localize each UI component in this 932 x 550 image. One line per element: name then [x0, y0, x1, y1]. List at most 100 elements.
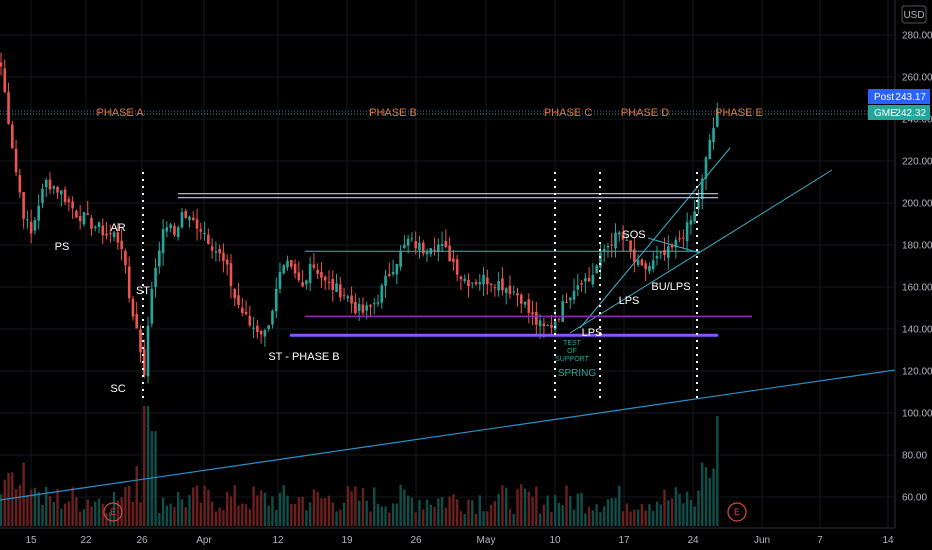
volume-bar: [14, 488, 18, 526]
candle-body: [259, 330, 263, 335]
volume-bar: [248, 509, 252, 526]
candle-body: [565, 302, 568, 304]
volume-bar: [644, 510, 647, 526]
volume-bar: [403, 489, 406, 526]
volume-bar: [553, 495, 557, 526]
x-tick-label: Jun: [754, 535, 770, 546]
candle-body: [493, 287, 497, 289]
candle-body: [568, 297, 572, 301]
candle-body: [233, 289, 237, 299]
volume-bar: [56, 489, 59, 526]
candle-body: [184, 211, 188, 218]
candle-body: [391, 271, 395, 275]
volume-bar: [482, 511, 485, 526]
volume-bar: [429, 504, 432, 526]
x-tick-label: 22: [80, 535, 92, 546]
volume-bar: [105, 513, 108, 526]
candle-body: [218, 249, 221, 254]
volume-bar: [599, 512, 602, 526]
volume-bar: [286, 495, 289, 526]
volume-bar: [267, 505, 270, 526]
volume-bar: [259, 490, 263, 526]
volume-bar: [312, 489, 316, 526]
volume-bar: [82, 509, 86, 526]
candle-body: [60, 190, 63, 195]
candle-body: [56, 186, 59, 193]
grid-lines: [0, 0, 895, 528]
volume-bar: [406, 495, 410, 526]
volume-bar: [222, 509, 225, 526]
volume-bar: [97, 498, 101, 526]
candle-body: [150, 288, 154, 324]
volume-bar: [716, 416, 719, 526]
candle-body: [161, 229, 165, 254]
volume-bar: [474, 513, 478, 526]
candle-body: [440, 243, 444, 246]
volume-bar: [241, 503, 244, 526]
annotation-label: LPS: [619, 295, 640, 307]
annotation-labels: PHASE A PHASE B PHASE C PHASE D PHASE E PS AR S…: [55, 107, 763, 522]
volume-bar: [414, 512, 417, 526]
candle-body: [240, 307, 244, 313]
candle-body: [418, 242, 421, 251]
volume-bar: [587, 506, 591, 526]
volume-bar: [60, 508, 63, 526]
annotation-label: LPS: [582, 327, 603, 339]
candle-body: [63, 189, 67, 203]
volume-bar: [504, 487, 508, 526]
volume-bar: [448, 496, 451, 526]
candle-body: [301, 282, 304, 287]
candle-body: [519, 294, 523, 304]
volume-bar: [678, 493, 681, 526]
candle-body: [553, 321, 557, 330]
candle-body: [365, 305, 368, 311]
volume-bar: [486, 511, 489, 526]
candle-body: [388, 274, 391, 277]
y-axis: USD 60.00 80.00 100.00 120.00 140.00 160.00 180…: [894, 0, 932, 550]
volume-bar: [199, 502, 203, 526]
candle-body: [538, 320, 542, 327]
candle-body: [361, 304, 365, 313]
candle-body: [14, 148, 18, 173]
volume-bar: [48, 496, 52, 526]
volume-bar: [670, 498, 674, 526]
volume-bar: [18, 484, 22, 526]
volume-bar: [663, 489, 666, 526]
candle-body: [557, 318, 561, 320]
candle-body: [516, 293, 519, 296]
candle-body: [644, 263, 647, 270]
volume-bar: [701, 462, 704, 526]
volume-bar: [569, 496, 572, 526]
volume-bar: [708, 477, 711, 526]
price-badge-value: 243.17: [895, 92, 926, 103]
volume-bar: [565, 485, 568, 526]
volume-bar: [640, 504, 644, 526]
candle-body: [595, 265, 598, 274]
volume-bar: [478, 495, 481, 526]
candle-body: [444, 240, 448, 247]
candle-body: [195, 219, 199, 229]
volume-bar: [652, 510, 655, 526]
volume-bar: [422, 509, 425, 526]
candle-body: [29, 221, 33, 234]
candle-body: [207, 234, 210, 244]
volume-bar: [418, 500, 421, 526]
volume-bar: [576, 493, 580, 526]
volume-bar: [169, 503, 172, 526]
x-axis: 15 22 26 Apr 12 19 26 May 10 17 24 Jun 7 14: [0, 527, 895, 546]
y-tick-label: 280.00: [902, 31, 932, 42]
candle-body: [542, 323, 546, 327]
candle-body: [354, 302, 357, 314]
annotation-label: ST - PHASE B: [268, 351, 339, 363]
volume-bar: [226, 492, 229, 526]
earnings-marker-label: E: [734, 507, 740, 517]
earnings-marker-label: E: [110, 507, 116, 517]
candle-body: [531, 312, 534, 315]
y-tick-label: 180.00: [902, 241, 932, 252]
volume-bar: [625, 503, 629, 526]
candle-body: [312, 264, 316, 268]
candle-body: [508, 285, 512, 295]
volume-bar: [350, 491, 353, 526]
